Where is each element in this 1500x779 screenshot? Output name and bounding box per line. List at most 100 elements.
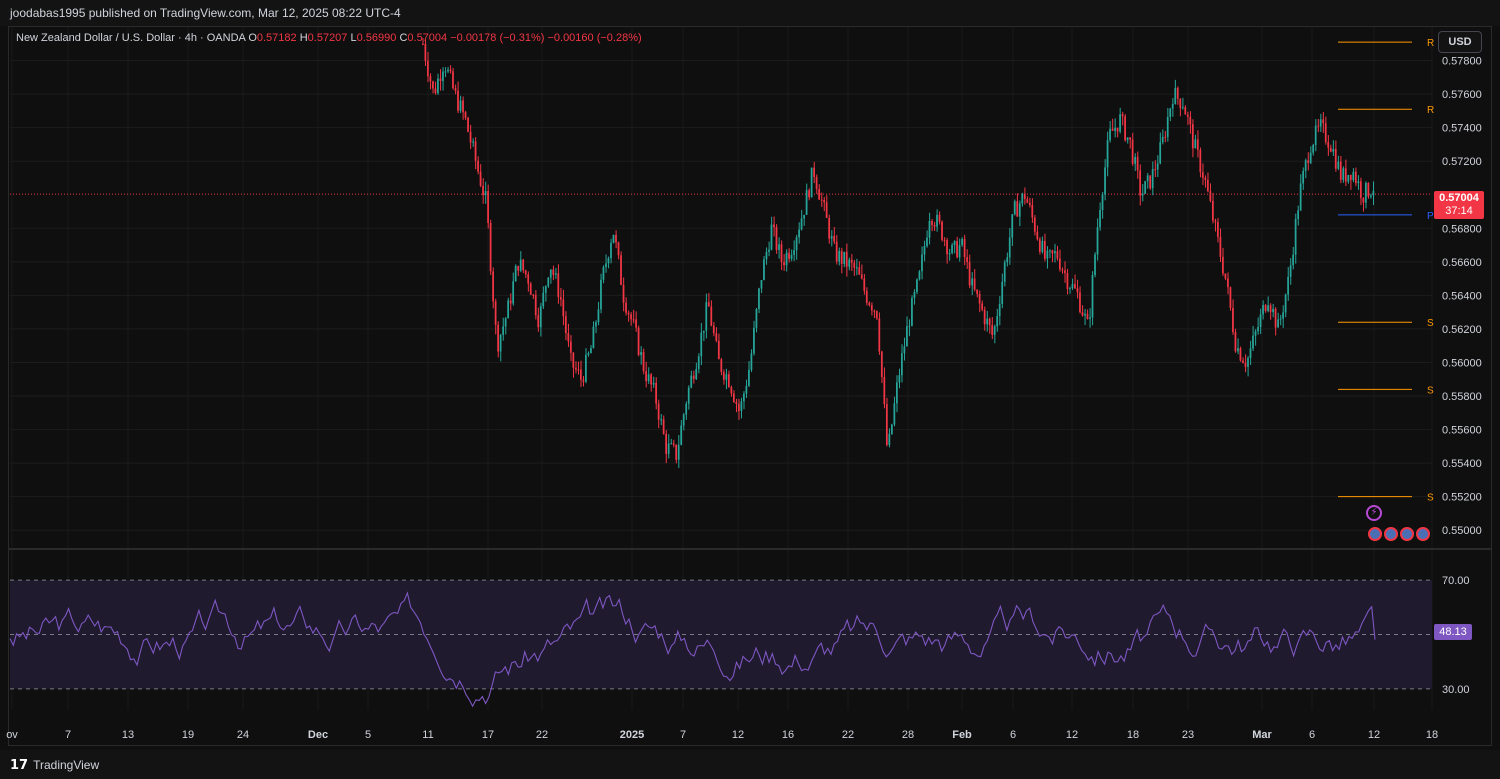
candle-body xyxy=(487,191,489,223)
candle-body xyxy=(554,273,557,275)
candle-body xyxy=(1239,348,1242,361)
price-tick-label: 0.55000 xyxy=(1442,525,1482,537)
us-flag-icon[interactable] xyxy=(1368,527,1382,541)
candle-body xyxy=(587,353,590,355)
candle-body xyxy=(700,332,703,357)
candle-body xyxy=(1282,312,1284,319)
candle-body xyxy=(680,425,683,445)
candle-body xyxy=(725,374,728,380)
candle-body xyxy=(597,309,600,323)
candle-body xyxy=(863,278,866,291)
candle-body xyxy=(712,325,715,334)
us-flag-icon[interactable] xyxy=(1384,527,1398,541)
candle-body xyxy=(883,377,886,405)
time-tick-label: 28 xyxy=(902,729,914,741)
candle-body xyxy=(564,316,567,334)
candle-body xyxy=(1227,278,1229,288)
candle-body xyxy=(1106,140,1109,168)
time-tick-label: Mar xyxy=(1252,729,1272,741)
candle-body xyxy=(803,214,805,219)
candle-body xyxy=(715,333,718,341)
symbol-legend: New Zealand Dollar / U.S. Dollar · 4h · … xyxy=(16,32,642,44)
candle-body xyxy=(687,387,690,404)
price-tick-label: 0.55400 xyxy=(1442,458,1482,470)
candle-body xyxy=(798,229,800,238)
candle-body xyxy=(885,404,888,445)
candle-body xyxy=(1046,250,1049,259)
candle-body xyxy=(612,234,615,243)
rsi-line xyxy=(9,591,1376,708)
candle-body xyxy=(685,403,688,415)
candle-body xyxy=(911,297,913,326)
us-flag-icon[interactable] xyxy=(1416,527,1430,541)
candle-body xyxy=(1347,174,1350,182)
high-label: H xyxy=(299,32,308,44)
footer: 𝟭𝟳 TradingView xyxy=(0,750,1500,779)
candle-body xyxy=(1249,348,1252,358)
candle-body xyxy=(1169,108,1172,117)
candle-body xyxy=(457,90,459,111)
brand-name: TradingView xyxy=(33,757,100,772)
candle-body xyxy=(873,310,876,312)
candle-body xyxy=(760,280,763,289)
candle-body xyxy=(1334,148,1337,169)
candle-body xyxy=(592,326,595,349)
candle-body xyxy=(971,278,973,286)
time-tick-label: 2025 xyxy=(620,729,644,741)
candle-body xyxy=(527,274,530,284)
candle-body xyxy=(753,327,755,354)
candle-body xyxy=(858,267,861,275)
candle-body xyxy=(442,71,444,81)
candle-body xyxy=(1116,127,1119,132)
candle-body xyxy=(1267,305,1269,311)
candle-body xyxy=(1139,170,1142,196)
time-tick-label: 11 xyxy=(422,729,433,741)
candle-body xyxy=(692,375,695,379)
candle-body xyxy=(948,253,951,255)
time-tick-label: ov xyxy=(6,729,18,741)
lightning-icon[interactable]: ⚡ xyxy=(1366,505,1382,521)
candle-body xyxy=(1312,145,1315,153)
candle-body xyxy=(1309,152,1312,163)
candle-body xyxy=(1317,125,1320,127)
rsi-value-tag: 48.13 xyxy=(1434,624,1472,640)
candle-body xyxy=(1344,168,1347,182)
candle-body xyxy=(657,403,660,420)
candle-body xyxy=(978,293,981,304)
candle-body xyxy=(427,60,429,77)
candle-body xyxy=(1001,281,1004,304)
candle-body xyxy=(439,78,442,81)
candle-body xyxy=(1033,217,1036,232)
time-tick-label: 19 xyxy=(182,729,194,741)
candle-body xyxy=(1161,136,1164,143)
candle-body xyxy=(640,352,642,355)
candle-body xyxy=(464,112,467,118)
candle-body xyxy=(1016,201,1019,217)
candle-body xyxy=(577,369,580,371)
candle-body xyxy=(921,254,923,272)
candle-body xyxy=(474,141,477,161)
time-tick-label: 6 xyxy=(1309,729,1315,741)
us-flag-icon[interactable] xyxy=(1400,527,1414,541)
candle-body xyxy=(770,224,773,250)
candle-body xyxy=(1329,147,1332,152)
candle-body xyxy=(1141,193,1144,196)
time-tick-label: 13 xyxy=(122,729,134,741)
candle-body xyxy=(1094,254,1096,276)
candle-body xyxy=(549,269,552,278)
candle-body xyxy=(632,319,635,321)
rsi-levels xyxy=(10,579,1432,690)
currency-button[interactable]: USD xyxy=(1438,31,1482,53)
close-value: 0.57004 xyxy=(407,32,448,44)
candle-body xyxy=(637,327,640,355)
candle-body xyxy=(467,117,469,132)
candle-body xyxy=(750,353,753,370)
candle-body xyxy=(655,382,657,404)
candle-body xyxy=(998,303,1001,317)
low-value: 0.56990 xyxy=(356,32,397,44)
candle-body xyxy=(755,308,758,328)
candle-body xyxy=(562,299,565,317)
candle-body xyxy=(1362,197,1365,203)
time-tick-label: 22 xyxy=(842,729,854,741)
